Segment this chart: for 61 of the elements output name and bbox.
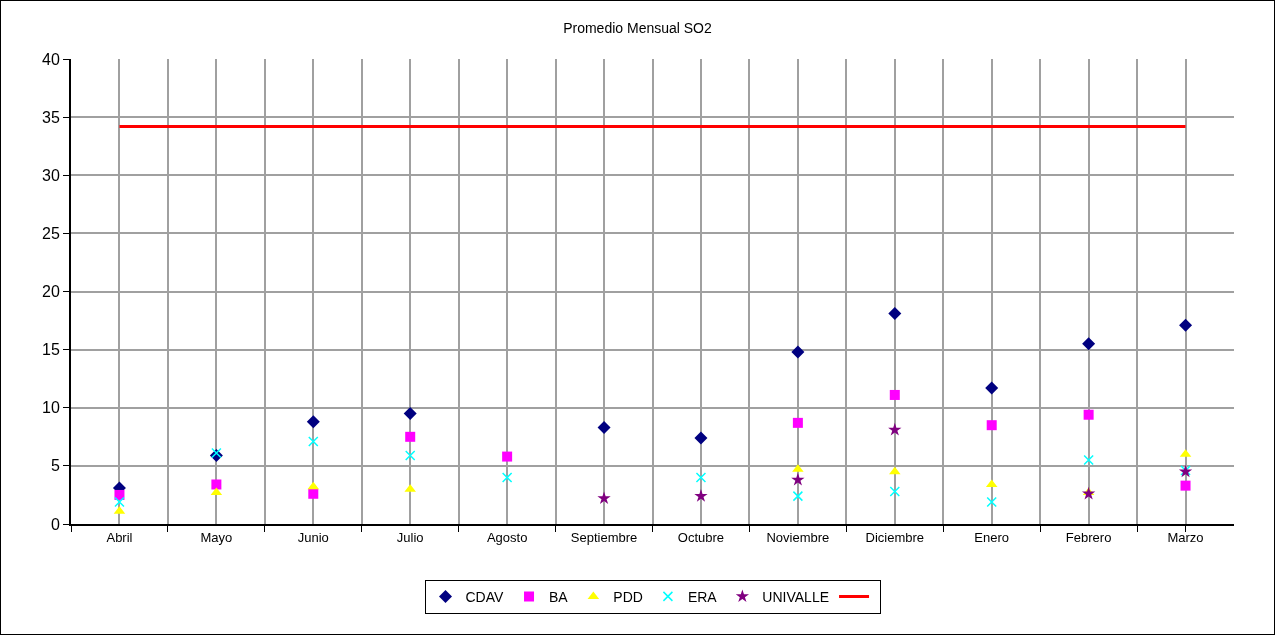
y-tick-label: 10 <box>42 399 60 417</box>
point <box>1180 480 1191 491</box>
point <box>792 490 804 502</box>
point <box>114 489 125 500</box>
x-tick-label: Noviembre <box>766 529 830 545</box>
point <box>986 496 997 508</box>
x-tick-label: Septiembre <box>570 529 638 545</box>
x-tick-label: Enero <box>974 529 1010 545</box>
point <box>694 489 708 502</box>
point <box>403 407 417 421</box>
legend-label: PDD <box>613 588 643 605</box>
point <box>502 451 513 462</box>
point <box>694 431 708 445</box>
legend-label: UNIVALLE <box>762 588 830 605</box>
y-tick-label: 0 <box>50 515 60 533</box>
point <box>1081 486 1096 500</box>
x-tick-label: Marzo <box>1167 529 1204 545</box>
point <box>888 422 902 436</box>
point <box>1082 337 1096 351</box>
x-tick-label: Abril <box>106 529 133 545</box>
y-tick-label: 15 <box>42 341 60 359</box>
point <box>792 417 803 428</box>
x-tick-label: Mayo <box>200 529 233 545</box>
x-tick-label: Octubre <box>677 529 725 545</box>
point <box>114 496 125 508</box>
legend-label: CDAV <box>465 588 505 605</box>
point <box>404 450 416 461</box>
y-tick-label: 20 <box>42 283 60 301</box>
point <box>308 488 319 499</box>
point <box>306 415 320 429</box>
point <box>405 431 416 442</box>
x-tick-label: Junio <box>297 529 329 545</box>
point <box>597 421 611 435</box>
point <box>597 491 611 505</box>
point <box>888 307 902 321</box>
point <box>889 486 901 497</box>
point <box>501 472 513 483</box>
x-tick-label: Febrero <box>1065 529 1112 545</box>
point <box>308 436 319 447</box>
x-tick-label: Diciembre <box>865 529 925 545</box>
point <box>211 479 222 490</box>
point <box>791 345 805 359</box>
point <box>889 389 900 400</box>
y-tick-label: 30 <box>42 166 60 184</box>
y-tick-label: 35 <box>42 108 60 126</box>
point <box>985 381 999 395</box>
y-tick-label: 5 <box>50 457 60 475</box>
legend-label: BA <box>549 588 569 605</box>
y-tick-label: 25 <box>42 224 60 242</box>
point <box>986 420 997 431</box>
point <box>791 472 805 486</box>
x-tick-label: Julio <box>396 529 424 545</box>
y-tick-label: 40 <box>42 50 60 68</box>
point <box>889 466 901 475</box>
point <box>1179 318 1193 332</box>
x-tick-label: Agosto <box>486 529 528 545</box>
point <box>695 472 707 483</box>
chart-title: Promedio Mensual SO2 <box>563 19 713 36</box>
legend-label: ERA <box>687 588 718 605</box>
point <box>1083 454 1094 466</box>
point <box>1083 409 1094 420</box>
